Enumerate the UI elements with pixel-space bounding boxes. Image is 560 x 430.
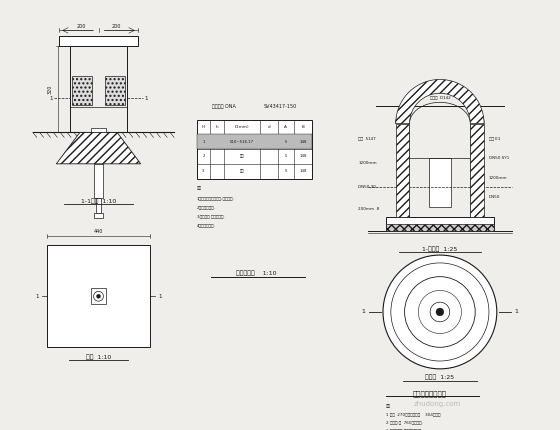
Text: 200: 200	[76, 24, 86, 29]
Bar	[72, 76, 92, 105]
Text: 1200mm: 1200mm	[489, 175, 507, 180]
Circle shape	[94, 292, 104, 301]
Text: 注：: 注：	[386, 404, 391, 408]
Circle shape	[430, 302, 450, 322]
Text: 510~516.17: 510~516.17	[230, 140, 254, 144]
Text: 2 外径圆 而  760密封层底.: 2 外径圆 而 760密封层底.	[386, 420, 423, 424]
Text: 148: 148	[299, 140, 307, 144]
Circle shape	[404, 276, 475, 347]
Bar	[105, 76, 125, 105]
Text: zhudong.com: zhudong.com	[413, 401, 460, 407]
Bar	[59, 36, 138, 46]
Text: 5: 5	[284, 140, 287, 144]
Bar	[396, 123, 409, 217]
Text: 148: 148	[299, 169, 307, 173]
Text: d: d	[268, 125, 270, 129]
Text: 1-剥面图  1:25: 1-剥面图 1:25	[422, 246, 458, 252]
Bar	[197, 120, 312, 178]
Text: 1: 1	[158, 294, 162, 299]
Text: 5: 5	[284, 154, 287, 159]
Text: 148: 148	[299, 154, 307, 159]
Text: 阀井平面图    1:10: 阀井平面图 1:10	[236, 270, 277, 276]
Text: 1-1剥面  1:10: 1-1剥面 1:10	[81, 198, 116, 204]
Text: 而层  5147: 而层 5147	[358, 136, 376, 140]
Text: D(mm): D(mm)	[235, 125, 250, 129]
Text: 1: 1	[202, 140, 205, 144]
Bar	[70, 46, 127, 132]
Text: h: h	[216, 125, 218, 129]
Bar	[91, 289, 106, 304]
Text: 内径圆  D142: 内径圆 D142	[430, 95, 451, 99]
Text: 层厕 E1: 层厕 E1	[489, 136, 500, 140]
Bar	[96, 198, 101, 213]
Text: 200mm  8: 200mm 8	[358, 207, 380, 211]
Bar	[429, 158, 451, 207]
Bar	[94, 213, 104, 218]
Text: 1: 1	[515, 310, 519, 314]
Bar	[197, 135, 312, 149]
Text: H: H	[202, 125, 205, 129]
Text: A: A	[284, 125, 287, 129]
Bar	[386, 217, 494, 230]
Polygon shape	[57, 132, 141, 164]
Wedge shape	[396, 80, 484, 123]
Text: 平面图  1:25: 平面图 1:25	[426, 375, 455, 381]
Bar	[470, 123, 484, 217]
Text: B: B	[302, 125, 305, 129]
Text: 3内径表面 密封拄巣层.: 3内径表面 密封拄巣层.	[197, 214, 224, 218]
Text: 320: 320	[48, 85, 53, 94]
Text: 1: 1	[50, 95, 53, 101]
Text: 2气动振动弹气.: 2气动振动弹气.	[197, 205, 216, 209]
Text: 1: 1	[361, 310, 365, 314]
Text: 注：: 注：	[197, 186, 202, 190]
Text: 阅门规格 ONA: 阅门规格 ONA	[212, 104, 236, 109]
Text: 表面: 表面	[240, 169, 245, 173]
Text: 1 内径  270内径圆装速层    304密封在: 1 内径 270内径圆装速层 304密封在	[386, 412, 440, 416]
Text: 4外径圆密封层.: 4外径圆密封层.	[197, 223, 216, 227]
Text: 440: 440	[94, 229, 103, 234]
Text: 平面  1:10: 平面 1:10	[86, 354, 111, 360]
Text: 200: 200	[111, 24, 121, 29]
Text: 1阀门开关形式，拉伸-弹簧密封.: 1阀门开关形式，拉伸-弹簧密封.	[197, 196, 235, 200]
Text: DN50 30: DN50 30	[358, 185, 376, 189]
Text: DN50 SY1: DN50 SY1	[489, 156, 509, 160]
Bar	[91, 128, 106, 137]
Text: SV43417-150: SV43417-150	[263, 104, 297, 109]
Circle shape	[436, 308, 444, 316]
Text: 5: 5	[284, 169, 287, 173]
Circle shape	[383, 255, 497, 369]
Text: 1200mm: 1200mm	[358, 161, 377, 165]
Text: 1: 1	[144, 95, 147, 101]
Bar	[386, 224, 494, 230]
Text: 3 内径圆式山 式加层密封层底.: 3 内径圆式山 式加层密封层底.	[386, 428, 422, 430]
Text: 1: 1	[35, 294, 39, 299]
Text: 排空管出水口详图: 排空管出水口详图	[413, 390, 447, 397]
Bar	[94, 164, 104, 198]
Bar	[48, 245, 150, 347]
Circle shape	[96, 294, 100, 298]
Bar	[61, 259, 136, 334]
Text: 型号: 型号	[240, 154, 245, 159]
Text: DN50: DN50	[489, 195, 500, 199]
Text: 3: 3	[202, 169, 205, 173]
Text: 2: 2	[202, 154, 205, 159]
